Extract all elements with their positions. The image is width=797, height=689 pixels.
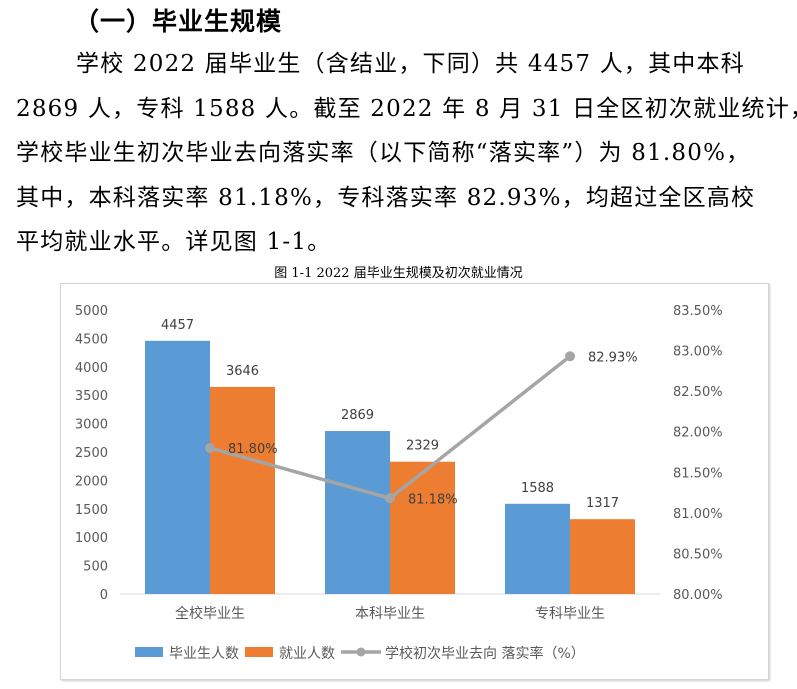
line-data-label: 81.18%	[408, 492, 458, 507]
figure-caption: 图 1-1 2022 届毕业生规模及初次就业情况	[274, 266, 523, 281]
bar-employed	[390, 461, 455, 594]
bar-graduates	[325, 431, 390, 594]
right-tick-label: 82.50%	[673, 385, 723, 400]
left-tick-label: 4500	[75, 332, 108, 347]
left-tick-label: 4000	[75, 361, 108, 376]
bar-graduates	[145, 340, 210, 594]
paragraph-line: 2869 人，专科 1588 人。截至 2022 年 8 月 31 日全区初次就…	[16, 95, 797, 122]
right-tick-label: 80.00%	[673, 588, 723, 603]
paragraph-line: 学校 2022 届毕业生（含结业，下同）共 4457 人，其中本科	[76, 51, 745, 77]
bar-data-label: 2329	[406, 439, 439, 454]
legend-marker	[356, 647, 366, 657]
left-tick-label: 1500	[75, 503, 108, 518]
bar-data-label: 4457	[161, 318, 194, 333]
right-tick-label: 83.00%	[673, 345, 723, 360]
legend-label: 学校初次毕业去向 落实率（%）	[385, 645, 585, 662]
chart-frame	[60, 283, 769, 680]
category-label: 专科毕业生	[535, 606, 605, 622]
legend-swatch	[245, 647, 273, 657]
left-tick-label: 0	[100, 588, 108, 603]
category-label: 本科毕业生	[355, 606, 425, 622]
bar-graduates	[505, 503, 570, 594]
left-tick-label: 2500	[75, 446, 108, 461]
bar-employed	[210, 386, 275, 594]
right-tick-label: 81.00%	[673, 507, 723, 522]
rate-point	[205, 442, 215, 453]
bar-employed	[570, 519, 635, 594]
paragraph-line: 学校毕业生初次毕业去向落实率（以下简称“落实率”）为 81.80%，	[16, 140, 751, 166]
legend-label: 就业人数	[279, 646, 335, 662]
rate-point	[385, 493, 395, 504]
rate-point	[565, 351, 575, 362]
left-tick-label: 2000	[75, 474, 108, 489]
legend-swatch	[135, 647, 163, 657]
right-tick-label: 82.00%	[673, 426, 723, 441]
left-tick-label: 1000	[75, 531, 108, 546]
line-data-label: 81.80%	[228, 442, 278, 457]
category-label: 全校毕业生	[175, 605, 245, 622]
body-paragraph: 学校 2022 届毕业生（含结业，下同）共 4457 人，其中本科 2869 人…	[16, 42, 797, 265]
bar-data-label: 1317	[586, 496, 619, 511]
bar-data-label: 1588	[521, 481, 554, 496]
paragraph-line: 其中，本科落实率 81.18%，专科落实率 82.93%，均超过全区高校	[16, 184, 756, 211]
left-tick-label: 3000	[75, 418, 108, 433]
line-data-label: 82.93%	[588, 350, 638, 365]
left-tick-label: 500	[83, 560, 108, 575]
paragraph-line: 平均就业水平。详见图 1-1。	[16, 229, 332, 255]
right-tick-label: 80.50%	[673, 547, 723, 562]
left-tick-label: 3500	[75, 389, 108, 404]
section-heading: （一）毕业生规模	[74, 7, 283, 36]
bar-data-label: 2869	[341, 408, 374, 423]
bar-data-label: 3646	[226, 364, 259, 379]
left-tick-label: 5000	[75, 304, 108, 319]
right-tick-label: 81.50%	[673, 466, 723, 481]
legend-label: 毕业生人数	[169, 646, 239, 662]
right-tick-label: 83.50%	[673, 304, 723, 319]
